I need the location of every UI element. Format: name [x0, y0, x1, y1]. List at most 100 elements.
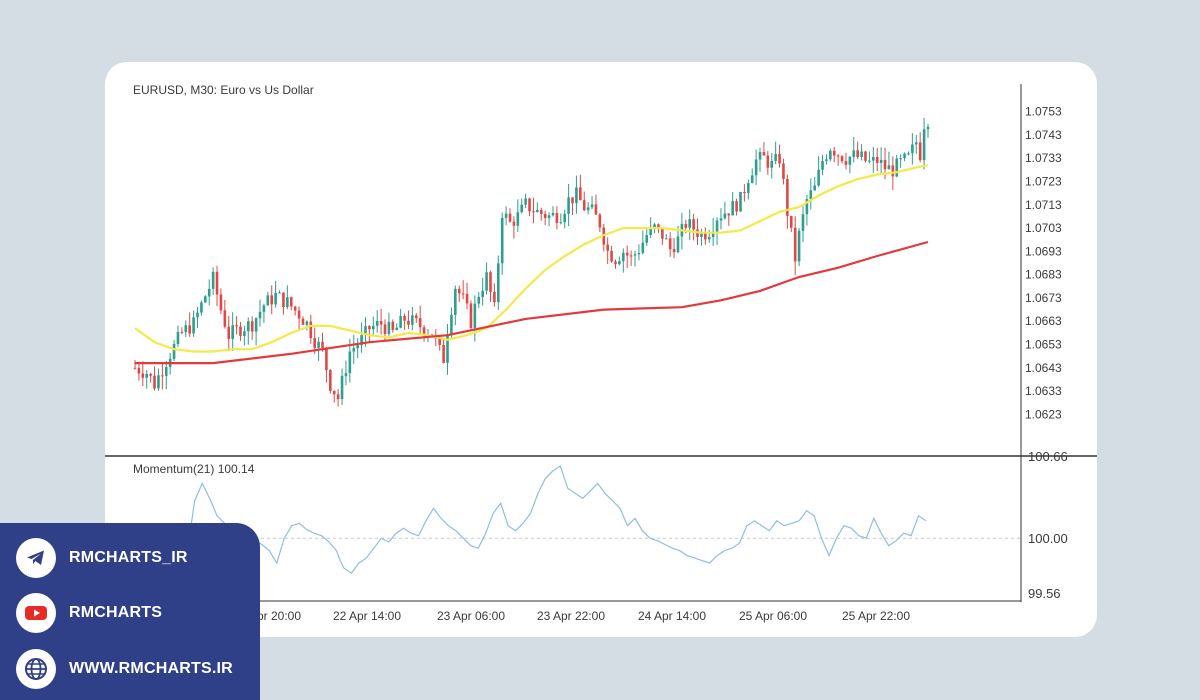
candle [575, 175, 578, 214]
momentum-tick-label: 99.56 [1028, 586, 1061, 601]
candle [465, 282, 469, 310]
candle [258, 299, 262, 327]
candle [457, 285, 461, 303]
candle [516, 199, 520, 233]
candle [133, 359, 137, 370]
candle [864, 150, 867, 163]
candle [215, 265, 219, 307]
telegram-icon [16, 538, 56, 578]
candle [719, 208, 723, 230]
candle [688, 209, 692, 240]
candle [219, 288, 223, 315]
candle [422, 324, 426, 342]
candle [723, 201, 727, 220]
social-label-youtube: RMCHARTS [69, 604, 163, 621]
candle [161, 362, 164, 390]
momentum-chart-title: Momentum(21) 100.14 [133, 462, 255, 476]
candle [137, 361, 141, 381]
candle [875, 147, 879, 171]
candle [504, 206, 508, 226]
candle [735, 198, 738, 216]
candle [539, 207, 543, 221]
candle [266, 291, 270, 306]
candle [872, 147, 875, 173]
candle [743, 184, 746, 202]
candle [602, 223, 606, 252]
social-link-website[interactable]: WWW.RMCHARTS.IR [16, 649, 233, 689]
candle [848, 155, 852, 174]
candle [754, 149, 758, 186]
x-tick-label: 23 Apr 06:00 [437, 609, 505, 623]
candle [622, 248, 625, 273]
price-tick-label: 1.0623 [1025, 407, 1062, 421]
candle [180, 327, 184, 335]
candle [188, 312, 191, 337]
x-tick-label: 23 Apr 22:00 [537, 609, 605, 623]
x-tick-label: 25 Apr 22:00 [842, 609, 910, 623]
candle [661, 227, 664, 245]
candle [512, 216, 516, 239]
candle [145, 369, 149, 389]
price-tick-label: 1.0753 [1025, 105, 1062, 119]
candle [844, 152, 848, 170]
candle [493, 283, 496, 307]
candle [887, 151, 891, 170]
x-tick-label: 22 Apr 14:00 [333, 609, 401, 623]
candle [926, 123, 930, 138]
candle [852, 137, 856, 163]
price-tick-label: 1.0683 [1025, 268, 1062, 282]
candle [286, 285, 289, 310]
candle [922, 117, 926, 170]
candle [371, 316, 375, 335]
candle [547, 212, 551, 227]
candle [262, 303, 266, 323]
candle [301, 316, 305, 325]
candle [832, 146, 836, 163]
candle [477, 291, 481, 309]
candle [418, 305, 422, 336]
price-axis-ticks: 1.0753 1.0743 1.0733 1.0723 1.0713 1.0703 1.06… [1025, 105, 1062, 422]
candle [352, 334, 356, 364]
candle [618, 256, 621, 266]
momentum-tick-label: 100.00 [1028, 531, 1068, 546]
candle [664, 233, 668, 240]
candle [793, 216, 797, 276]
candle [278, 290, 281, 294]
social-link-youtube[interactable]: RMCHARTS [16, 593, 162, 633]
candle [223, 299, 227, 329]
candlesticks [133, 117, 930, 407]
candle [481, 277, 484, 306]
candle [235, 316, 238, 335]
candle [473, 295, 477, 342]
candle [766, 150, 770, 175]
price-pane: EURUSD, M30: Euro vs Us Dollar 1.07531.0… [133, 83, 1062, 421]
candle [532, 197, 535, 224]
social-label-telegram: RMCHARTS_IR [69, 549, 188, 566]
candle [332, 390, 336, 403]
candle [340, 368, 344, 405]
price-tick-label: 1.0663 [1025, 314, 1062, 328]
price-tick-label: 1.0673 [1025, 291, 1062, 305]
price-tick-label: 1.0733 [1025, 151, 1062, 165]
youtube-icon [16, 593, 56, 633]
social-link-telegram[interactable]: RMCHARTS_IR [16, 538, 188, 578]
candle [778, 144, 781, 168]
candle [918, 132, 922, 163]
candle [211, 267, 215, 296]
candle [395, 323, 399, 331]
candle [469, 300, 473, 330]
candle [879, 147, 883, 173]
candle [387, 312, 391, 337]
candle [164, 360, 168, 390]
candle [461, 280, 465, 300]
social-links-panel: RMCHARTS_IR RMCHARTS WWW.RMCHARTS.IR [0, 523, 260, 700]
candle [797, 227, 801, 267]
candle [739, 191, 742, 212]
chart-canvas: EURUSD, M30: Euro vs Us Dollar 1.07531.0… [105, 83, 1097, 623]
candle [309, 314, 313, 344]
candle [454, 285, 457, 326]
price-tick-label: 1.0723 [1025, 175, 1062, 189]
candle [610, 245, 613, 263]
candle [375, 310, 379, 333]
candle [598, 212, 602, 233]
